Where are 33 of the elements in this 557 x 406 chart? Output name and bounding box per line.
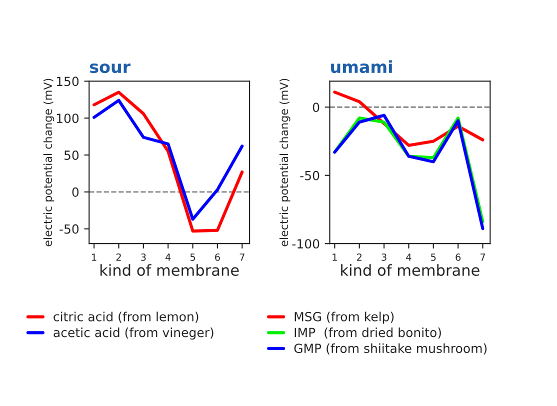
y-tick-label: -50 (60, 224, 79, 234)
chart-title: sour (90, 64, 131, 74)
x-tick-label: 6 (215, 253, 220, 261)
y-tick-label: 150 (56, 76, 79, 86)
x-tick-label: 7 (480, 254, 486, 261)
x-tick-label: 6 (456, 253, 461, 261)
x-tick-label: 5 (431, 254, 436, 261)
legend-label: IMP (from dried bonito) (294, 328, 441, 339)
x-tick-label: 1 (332, 254, 337, 261)
legend-label: citric acid (from lemon) (54, 312, 198, 323)
y-axis-title: electric potential change (mV) (43, 78, 54, 246)
legend-label: acetic acid (from vineger) (54, 328, 214, 340)
x-tick-label: 2 (356, 253, 362, 261)
x-axis-title: kind of membrane (100, 264, 239, 276)
x-tick-label: 4 (406, 254, 412, 261)
x-tick-label: 7 (240, 254, 244, 261)
chart-title: umami (331, 60, 392, 74)
y-tick-label: 0 (72, 187, 79, 197)
x-tick-label: 3 (141, 253, 146, 261)
x-axis-title: kind of membrane (341, 264, 480, 276)
x-tick-label: 4 (165, 254, 171, 261)
y-tick-label: -50 (300, 170, 320, 180)
legend-label: GMP (from shiitake mushroom) (294, 343, 487, 355)
x-tick-label: 3 (382, 253, 386, 261)
x-tick-label: 1 (92, 254, 96, 261)
legend-label: MSG (from kelp) (294, 312, 394, 324)
y-tick-label: -100 (292, 239, 320, 249)
x-tick-label: 5 (190, 254, 196, 261)
y-axis-title: electric potential change (mV) (280, 78, 290, 246)
x-tick-label: 2 (116, 253, 121, 261)
y-tick-label: 100 (56, 114, 79, 124)
y-tick-label: 50 (64, 150, 79, 160)
y-tick-label: 0 (312, 102, 320, 112)
